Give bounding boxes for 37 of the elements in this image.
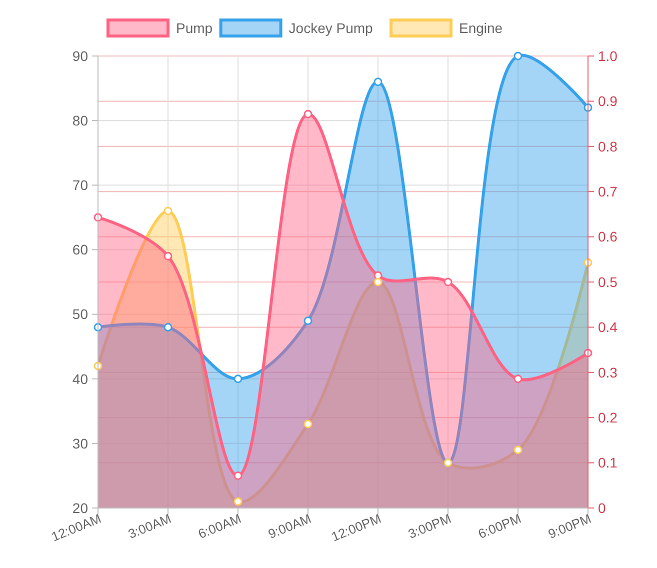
y-tick-label: 50 bbox=[72, 306, 88, 322]
point bbox=[444, 278, 452, 286]
y2-tick-label: 0.9 bbox=[598, 93, 618, 110]
legend-label: Engine bbox=[459, 20, 503, 36]
y2-tick-label: 0 bbox=[598, 500, 606, 516]
legend-label: Pump bbox=[176, 20, 213, 36]
y-tick-label: 70 bbox=[72, 177, 88, 194]
y2-tick-label: 0.3 bbox=[598, 364, 618, 380]
y2-tick-label: 0.5 bbox=[598, 274, 618, 290]
point bbox=[234, 471, 242, 480]
point bbox=[304, 316, 312, 325]
y-tick-label: 20 bbox=[72, 500, 88, 516]
y2-tick-label: 0.1 bbox=[598, 454, 618, 471]
point bbox=[514, 446, 522, 454]
point bbox=[514, 52, 522, 60]
y-tick-label: 30 bbox=[72, 435, 88, 452]
y2-tick-label: 0.7 bbox=[598, 184, 618, 200]
legend-label: Jockey Pump bbox=[288, 20, 374, 36]
y-tick-label: 90 bbox=[72, 48, 88, 64]
y-tick-label: 80 bbox=[72, 112, 88, 128]
point bbox=[374, 278, 382, 286]
y2-tick-label: 0.2 bbox=[598, 410, 618, 426]
point bbox=[234, 497, 242, 506]
y2-tick-label: 0.6 bbox=[598, 228, 618, 245]
point bbox=[164, 206, 172, 216]
point bbox=[164, 322, 172, 332]
point bbox=[164, 252, 172, 260]
point bbox=[304, 420, 312, 428]
point bbox=[514, 374, 522, 384]
point bbox=[304, 110, 312, 118]
y2-tick-label: 1.0 bbox=[598, 48, 618, 64]
y-tick-label: 40 bbox=[72, 370, 88, 387]
y2-tick-label: 0.4 bbox=[598, 319, 618, 336]
y-tick-label: 60 bbox=[72, 242, 88, 258]
point bbox=[374, 78, 382, 86]
y2-tick-label: 0.8 bbox=[598, 138, 618, 154]
point bbox=[234, 374, 242, 384]
